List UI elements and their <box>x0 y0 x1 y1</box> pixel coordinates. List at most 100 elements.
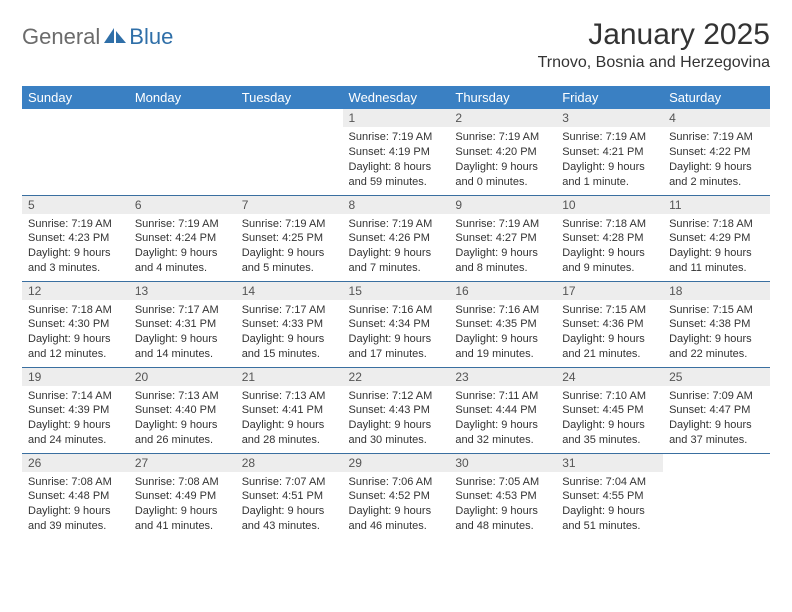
daylight-line: Daylight: 9 hours and 1 minute. <box>562 160 657 190</box>
sunrise-label: Sunrise: <box>669 390 709 402</box>
page-header: General Blue January 2025 Trnovo, Bosnia… <box>22 18 770 72</box>
daylight-label: Daylight: <box>669 419 712 431</box>
sunset-line: Sunset: 4:55 PM <box>562 489 657 504</box>
daylight-label: Daylight: <box>242 333 285 345</box>
sunset-value: 4:28 PM <box>603 232 644 244</box>
day-details: Sunrise: 7:18 AMSunset: 4:29 PMDaylight:… <box>663 214 770 280</box>
sunrise-line: Sunrise: 7:16 AM <box>349 303 444 318</box>
sunset-line: Sunset: 4:25 PM <box>242 231 337 246</box>
sunset-line: Sunset: 4:36 PM <box>562 317 657 332</box>
day-details: Sunrise: 7:19 AMSunset: 4:26 PMDaylight:… <box>343 214 450 280</box>
daylight-label: Daylight: <box>455 505 498 517</box>
sunset-value: 4:52 PM <box>389 490 430 502</box>
daylight-line: Daylight: 9 hours and 0 minutes. <box>455 160 550 190</box>
sunrise-label: Sunrise: <box>242 304 282 316</box>
day-number: 14 <box>236 282 343 300</box>
sunset-label: Sunset: <box>669 318 706 330</box>
sunrise-label: Sunrise: <box>242 390 282 402</box>
weekday-header: Tuesday <box>236 86 343 109</box>
sunrise-value: 7:07 AM <box>285 476 325 488</box>
daylight-label: Daylight: <box>28 333 71 345</box>
sunset-value: 4:43 PM <box>389 404 430 416</box>
day-details: Sunrise: 7:13 AMSunset: 4:41 PMDaylight:… <box>236 386 343 452</box>
sunrise-line: Sunrise: 7:19 AM <box>349 130 444 145</box>
logo: General Blue <box>22 24 173 50</box>
day-details: Sunrise: 7:17 AMSunset: 4:33 PMDaylight:… <box>236 300 343 366</box>
calendar-day-cell: 5Sunrise: 7:19 AMSunset: 4:23 PMDaylight… <box>22 195 129 281</box>
daylight-line: Daylight: 9 hours and 5 minutes. <box>242 246 337 276</box>
daylight-line: Daylight: 9 hours and 8 minutes. <box>455 246 550 276</box>
day-number: 17 <box>556 282 663 300</box>
day-details: Sunrise: 7:09 AMSunset: 4:47 PMDaylight:… <box>663 386 770 452</box>
sunset-value: 4:39 PM <box>68 404 109 416</box>
sunrise-line: Sunrise: 7:19 AM <box>455 130 550 145</box>
sunset-label: Sunset: <box>135 232 172 244</box>
daylight-line: Daylight: 9 hours and 32 minutes. <box>455 418 550 448</box>
daylight-label: Daylight: <box>562 505 605 517</box>
weekday-header: Wednesday <box>343 86 450 109</box>
sunrise-value: 7:18 AM <box>606 218 646 230</box>
weekday-header: Sunday <box>22 86 129 109</box>
day-details: Sunrise: 7:10 AMSunset: 4:45 PMDaylight:… <box>556 386 663 452</box>
daylight-line: Daylight: 9 hours and 2 minutes. <box>669 160 764 190</box>
sunset-value: 4:27 PM <box>496 232 537 244</box>
daylight-label: Daylight: <box>28 505 71 517</box>
calendar-week-row: 26Sunrise: 7:08 AMSunset: 4:48 PMDayligh… <box>22 453 770 539</box>
daylight-line: Daylight: 9 hours and 15 minutes. <box>242 332 337 362</box>
day-number: 2 <box>449 109 556 127</box>
sunset-value: 4:40 PM <box>175 404 216 416</box>
sunrise-line: Sunrise: 7:16 AM <box>455 303 550 318</box>
sunset-label: Sunset: <box>455 404 492 416</box>
daylight-label: Daylight: <box>562 161 605 173</box>
sunset-label: Sunset: <box>28 318 65 330</box>
calendar-day-cell: 1Sunrise: 7:19 AMSunset: 4:19 PMDaylight… <box>343 109 450 195</box>
day-number: 23 <box>449 368 556 386</box>
day-details: Sunrise: 7:17 AMSunset: 4:31 PMDaylight:… <box>129 300 236 366</box>
sunset-value: 4:44 PM <box>496 404 537 416</box>
day-details: Sunrise: 7:19 AMSunset: 4:25 PMDaylight:… <box>236 214 343 280</box>
sunrise-value: 7:05 AM <box>499 476 539 488</box>
calendar-day-cell: 12Sunrise: 7:18 AMSunset: 4:30 PMDayligh… <box>22 281 129 367</box>
sunrise-line: Sunrise: 7:15 AM <box>562 303 657 318</box>
sunset-value: 4:26 PM <box>389 232 430 244</box>
sunrise-label: Sunrise: <box>135 218 175 230</box>
sunrise-label: Sunrise: <box>28 218 68 230</box>
sunrise-label: Sunrise: <box>28 390 68 402</box>
sunrise-label: Sunrise: <box>562 390 602 402</box>
sunset-value: 4:36 PM <box>603 318 644 330</box>
calendar-day-cell: 25Sunrise: 7:09 AMSunset: 4:47 PMDayligh… <box>663 367 770 453</box>
sunset-label: Sunset: <box>349 232 386 244</box>
day-number: 13 <box>129 282 236 300</box>
day-number: 5 <box>22 196 129 214</box>
daylight-line: Daylight: 9 hours and 3 minutes. <box>28 246 123 276</box>
daylight-label: Daylight: <box>135 247 178 259</box>
sunset-value: 4:21 PM <box>603 146 644 158</box>
sunrise-value: 7:08 AM <box>71 476 111 488</box>
calendar-day-cell: 7Sunrise: 7:19 AMSunset: 4:25 PMDaylight… <box>236 195 343 281</box>
sunset-line: Sunset: 4:19 PM <box>349 145 444 160</box>
daylight-label: Daylight: <box>562 247 605 259</box>
sunrise-line: Sunrise: 7:19 AM <box>242 217 337 232</box>
sunrise-line: Sunrise: 7:08 AM <box>28 475 123 490</box>
weekday-header: Friday <box>556 86 663 109</box>
day-details: Sunrise: 7:16 AMSunset: 4:34 PMDaylight:… <box>343 300 450 366</box>
day-number: 8 <box>343 196 450 214</box>
calendar-day-cell: 20Sunrise: 7:13 AMSunset: 4:40 PMDayligh… <box>129 367 236 453</box>
sunrise-value: 7:08 AM <box>178 476 218 488</box>
sunrise-label: Sunrise: <box>562 218 602 230</box>
sunset-value: 4:47 PM <box>709 404 750 416</box>
sunrise-label: Sunrise: <box>455 476 495 488</box>
calendar-week-row: 19Sunrise: 7:14 AMSunset: 4:39 PMDayligh… <box>22 367 770 453</box>
sunset-value: 4:23 PM <box>68 232 109 244</box>
weekday-header: Saturday <box>663 86 770 109</box>
sunset-value: 4:49 PM <box>175 490 216 502</box>
sunrise-line: Sunrise: 7:07 AM <box>242 475 337 490</box>
sunrise-label: Sunrise: <box>455 218 495 230</box>
sunrise-label: Sunrise: <box>349 218 389 230</box>
sunset-value: 4:22 PM <box>709 146 750 158</box>
day-details: Sunrise: 7:06 AMSunset: 4:52 PMDaylight:… <box>343 472 450 538</box>
sunset-label: Sunset: <box>242 404 279 416</box>
sunset-line: Sunset: 4:35 PM <box>455 317 550 332</box>
sunrise-value: 7:19 AM <box>499 131 539 143</box>
day-details: Sunrise: 7:18 AMSunset: 4:30 PMDaylight:… <box>22 300 129 366</box>
